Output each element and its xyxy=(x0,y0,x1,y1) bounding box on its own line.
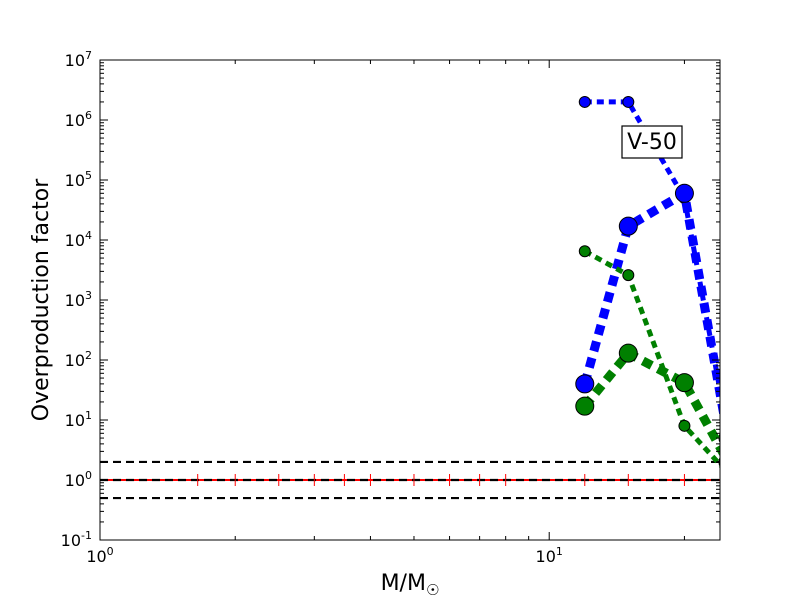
y-tick-label: 104 xyxy=(65,229,92,250)
y-tick-label: 105 xyxy=(65,169,92,190)
data-point xyxy=(575,396,595,416)
data-point xyxy=(578,95,591,108)
data-point xyxy=(575,374,595,394)
data-point xyxy=(678,419,691,432)
annotation-box xyxy=(621,125,683,159)
data-point xyxy=(622,95,635,108)
data-point xyxy=(618,216,638,236)
y-tick-label: 103 xyxy=(65,289,92,310)
y-tick-label: 100 xyxy=(65,469,92,490)
x-tick-label: 100 xyxy=(86,545,113,566)
series-line xyxy=(581,347,720,457)
plot-area xyxy=(100,95,733,500)
y-tick-label: 107 xyxy=(65,49,92,70)
annotation: V-50 xyxy=(621,125,683,159)
data-point xyxy=(718,432,720,444)
data-point xyxy=(674,183,694,203)
annotation-label: V-50 xyxy=(627,130,677,155)
y-axis-label: Overproduction factor xyxy=(29,178,54,421)
y-tick-label: 106 xyxy=(65,109,92,130)
x-tick-label: 101 xyxy=(536,545,563,566)
series-line xyxy=(583,249,720,469)
x-axis-label: M/M☉ xyxy=(381,571,440,599)
data-point xyxy=(718,456,720,468)
series-line xyxy=(580,186,720,419)
data-point xyxy=(622,269,635,282)
data-point xyxy=(578,245,591,258)
y-tick-label: 101 xyxy=(65,409,92,430)
data-point xyxy=(618,343,638,363)
plot-background xyxy=(100,60,720,540)
y-tick-label: 102 xyxy=(65,349,92,370)
data-point xyxy=(674,373,694,393)
y-tick-label: 10-1 xyxy=(61,529,92,550)
data-point xyxy=(722,428,733,439)
data-point xyxy=(722,468,733,479)
